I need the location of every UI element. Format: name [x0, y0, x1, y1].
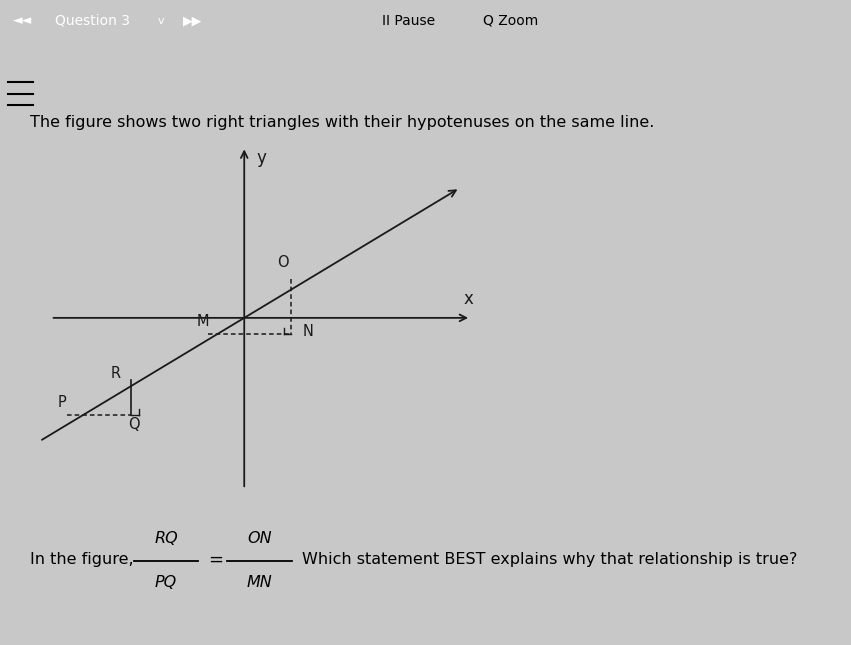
- Text: PQ: PQ: [155, 575, 177, 590]
- Text: RQ: RQ: [154, 531, 178, 546]
- Text: O: O: [277, 255, 288, 270]
- Text: ◄◄: ◄◄: [13, 14, 32, 28]
- Text: v: v: [157, 16, 164, 26]
- Text: Question 3: Question 3: [55, 14, 130, 28]
- Text: The figure shows two right triangles with their hypotenuses on the same line.: The figure shows two right triangles wit…: [30, 115, 654, 130]
- Text: Q: Q: [128, 417, 140, 432]
- Text: In the figure,: In the figure,: [30, 552, 134, 568]
- Text: P: P: [57, 395, 66, 410]
- Text: MN: MN: [247, 575, 272, 590]
- Text: N: N: [302, 324, 313, 339]
- Text: y: y: [256, 149, 266, 167]
- Text: R: R: [111, 366, 120, 381]
- Text: II Pause: II Pause: [382, 14, 435, 28]
- Text: =: =: [208, 551, 224, 569]
- Text: ▶▶: ▶▶: [183, 14, 203, 28]
- Text: ON: ON: [248, 531, 271, 546]
- Text: M: M: [197, 313, 209, 329]
- Text: x: x: [463, 290, 473, 308]
- Text: Which statement BEST explains why that relationship is true?: Which statement BEST explains why that r…: [302, 552, 797, 568]
- Text: Q Zoom: Q Zoom: [483, 14, 538, 28]
